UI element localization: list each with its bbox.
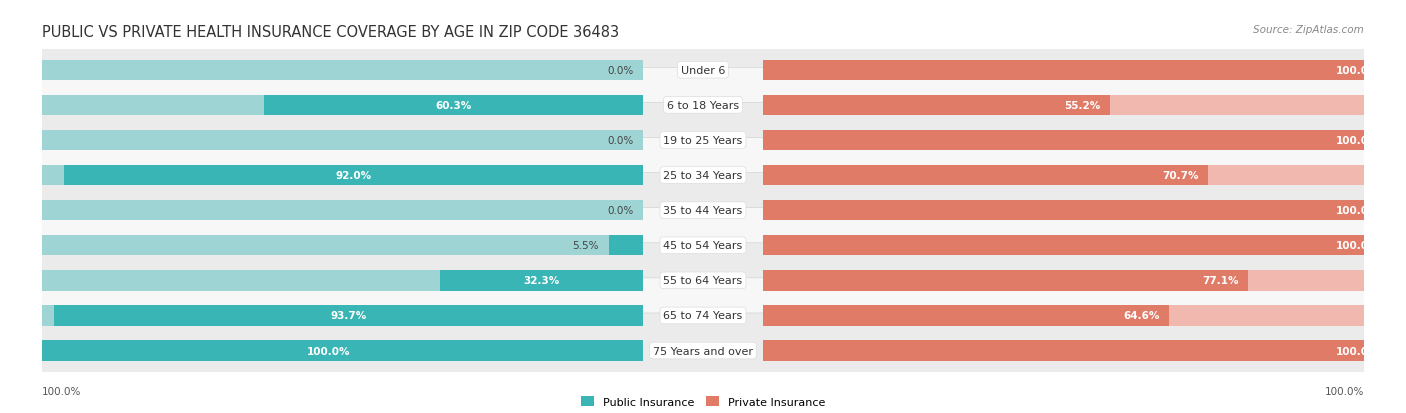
Text: 100.0%: 100.0%	[1324, 387, 1364, 396]
FancyBboxPatch shape	[763, 341, 1392, 361]
FancyBboxPatch shape	[763, 235, 1392, 256]
FancyBboxPatch shape	[609, 235, 643, 256]
FancyBboxPatch shape	[0, 243, 1406, 318]
Text: 65 to 74 Years: 65 to 74 Years	[664, 311, 742, 320]
FancyBboxPatch shape	[763, 95, 1392, 116]
FancyBboxPatch shape	[763, 341, 1392, 361]
Text: 55.2%: 55.2%	[1064, 101, 1101, 111]
FancyBboxPatch shape	[763, 60, 1392, 81]
Text: 6 to 18 Years: 6 to 18 Years	[666, 101, 740, 111]
Text: 0.0%: 0.0%	[607, 206, 634, 216]
FancyBboxPatch shape	[14, 166, 643, 186]
FancyBboxPatch shape	[0, 208, 1406, 283]
Text: 75 Years and over: 75 Years and over	[652, 346, 754, 356]
Text: 77.1%: 77.1%	[1202, 275, 1239, 286]
FancyBboxPatch shape	[763, 166, 1392, 186]
FancyBboxPatch shape	[763, 200, 1392, 221]
Text: 25 to 34 Years: 25 to 34 Years	[664, 171, 742, 180]
Text: 35 to 44 Years: 35 to 44 Years	[664, 206, 742, 216]
Text: Under 6: Under 6	[681, 66, 725, 76]
FancyBboxPatch shape	[264, 95, 643, 116]
FancyBboxPatch shape	[763, 60, 1392, 81]
FancyBboxPatch shape	[763, 235, 1392, 256]
FancyBboxPatch shape	[14, 271, 643, 291]
FancyBboxPatch shape	[763, 306, 1392, 326]
FancyBboxPatch shape	[65, 166, 643, 186]
Text: 55 to 64 Years: 55 to 64 Years	[664, 275, 742, 286]
FancyBboxPatch shape	[0, 103, 1406, 178]
FancyBboxPatch shape	[440, 271, 643, 291]
FancyBboxPatch shape	[0, 33, 1406, 108]
FancyBboxPatch shape	[763, 95, 1111, 116]
FancyBboxPatch shape	[763, 131, 1392, 151]
Text: 100.0%: 100.0%	[1336, 135, 1379, 146]
Text: 100.0%: 100.0%	[307, 346, 350, 356]
FancyBboxPatch shape	[14, 306, 643, 326]
Text: Source: ZipAtlas.com: Source: ZipAtlas.com	[1253, 25, 1364, 35]
FancyBboxPatch shape	[53, 306, 643, 326]
FancyBboxPatch shape	[0, 173, 1406, 248]
FancyBboxPatch shape	[763, 166, 1208, 186]
FancyBboxPatch shape	[0, 313, 1406, 388]
FancyBboxPatch shape	[14, 200, 643, 221]
FancyBboxPatch shape	[14, 341, 643, 361]
Text: 0.0%: 0.0%	[607, 66, 634, 76]
FancyBboxPatch shape	[763, 131, 1392, 151]
FancyBboxPatch shape	[763, 271, 1392, 291]
FancyBboxPatch shape	[763, 271, 1249, 291]
Legend: Public Insurance, Private Insurance: Public Insurance, Private Insurance	[576, 392, 830, 411]
FancyBboxPatch shape	[0, 68, 1406, 143]
Text: PUBLIC VS PRIVATE HEALTH INSURANCE COVERAGE BY AGE IN ZIP CODE 36483: PUBLIC VS PRIVATE HEALTH INSURANCE COVER…	[42, 25, 619, 40]
Text: 100.0%: 100.0%	[1336, 241, 1379, 251]
Text: 32.3%: 32.3%	[523, 275, 560, 286]
FancyBboxPatch shape	[763, 306, 1170, 326]
Text: 100.0%: 100.0%	[1336, 346, 1379, 356]
Text: 93.7%: 93.7%	[330, 311, 367, 320]
Text: 100.0%: 100.0%	[1336, 66, 1379, 76]
FancyBboxPatch shape	[14, 95, 643, 116]
Text: 100.0%: 100.0%	[42, 387, 82, 396]
Text: 92.0%: 92.0%	[336, 171, 371, 180]
Text: 100.0%: 100.0%	[1336, 206, 1379, 216]
FancyBboxPatch shape	[14, 131, 643, 151]
FancyBboxPatch shape	[763, 200, 1392, 221]
FancyBboxPatch shape	[14, 235, 643, 256]
Text: 60.3%: 60.3%	[436, 101, 471, 111]
FancyBboxPatch shape	[14, 341, 643, 361]
FancyBboxPatch shape	[0, 278, 1406, 353]
Text: 5.5%: 5.5%	[572, 241, 599, 251]
Text: 0.0%: 0.0%	[607, 135, 634, 146]
Text: 64.6%: 64.6%	[1123, 311, 1160, 320]
Text: 19 to 25 Years: 19 to 25 Years	[664, 135, 742, 146]
FancyBboxPatch shape	[14, 60, 643, 81]
Text: 70.7%: 70.7%	[1161, 171, 1198, 180]
Text: 45 to 54 Years: 45 to 54 Years	[664, 241, 742, 251]
FancyBboxPatch shape	[0, 138, 1406, 213]
